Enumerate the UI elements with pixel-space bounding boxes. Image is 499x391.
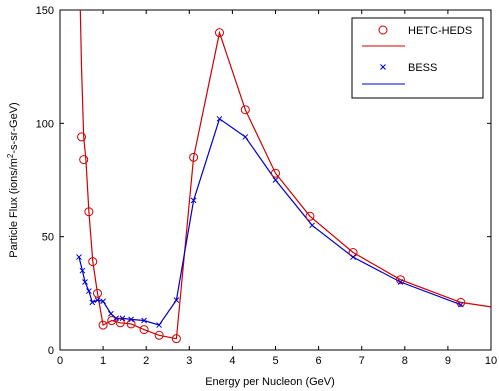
y-axis-label-part-1: Particle Flux (ions/m	[8, 158, 20, 258]
data-point-hetc-heds	[271, 168, 280, 178]
data-point-bess	[86, 288, 92, 294]
data-point-hetc-heds	[92, 288, 102, 298]
legend-label-hetc-heds: HETC-HEDS	[408, 25, 472, 37]
data-point-bess	[457, 301, 464, 308]
legend-marker-hetc-heds	[378, 25, 388, 35]
data-point-bess	[94, 297, 101, 303]
data-point-bess	[272, 177, 279, 183]
y-tick-label: 50	[42, 232, 54, 244]
legend-marker-bess	[380, 64, 386, 70]
series-markers	[76, 28, 466, 344]
data-point-bess	[89, 299, 96, 306]
data-point-hetc-heds	[88, 257, 98, 267]
data-point-hetc-heds	[84, 207, 94, 217]
data-point-bess	[216, 115, 223, 122]
data-point-hetc-heds	[139, 325, 149, 335]
data-point-hetc-heds	[115, 318, 125, 328]
data-point-hetc-heds	[107, 316, 117, 326]
data-point-bess	[242, 134, 249, 140]
data-point-bess	[156, 322, 162, 328]
legend-label-bess: BESS	[408, 62, 437, 74]
x-tick-label: 2	[143, 355, 149, 367]
data-point-hetc-heds	[305, 211, 315, 221]
data-point-hetc-heds	[171, 334, 181, 344]
data-point-hetc-heds	[189, 152, 199, 162]
data-point-hetc-heds	[395, 275, 405, 285]
x-tick-label: 8	[402, 355, 408, 367]
data-point-bess	[119, 315, 126, 322]
legend-box	[351, 17, 484, 99]
data-point-bess	[128, 316, 134, 323]
y-tick-label: 100	[36, 118, 54, 130]
x-tick-label: 9	[445, 355, 451, 367]
x-tick-label: 10	[485, 355, 497, 367]
x-tick-label: 1	[100, 355, 106, 367]
y-axis-label-superscript: 2	[6, 153, 15, 158]
y-tick-label: 0	[48, 345, 54, 357]
data-point-hetc-heds	[154, 330, 164, 340]
data-point-bess	[79, 267, 86, 274]
legend: HETC-HEDS BESS	[351, 17, 484, 99]
data-point-hetc-heds	[240, 105, 250, 115]
data-point-hetc-heds	[77, 132, 87, 142]
x-axis-label: Energy per Nucleon (GeV)	[205, 376, 335, 388]
data-point-hetc-heds	[456, 297, 466, 307]
x-tick-label: 0	[57, 355, 63, 367]
data-point-bess	[113, 315, 119, 322]
data-point-bess	[309, 222, 315, 229]
data-point-bess	[397, 279, 404, 285]
data-point-bess	[108, 310, 114, 317]
data-point-hetc-heds	[98, 320, 108, 330]
x-tick-label: 7	[359, 355, 365, 367]
data-point-bess	[100, 298, 106, 305]
data-point-bess	[76, 254, 82, 260]
data-point-bess	[82, 279, 88, 285]
data-point-bess	[190, 197, 197, 204]
x-tick-label: 4	[229, 355, 235, 367]
x-tick-label: 5	[272, 355, 278, 367]
series-line-bess	[78, 117, 462, 326]
data-point-hetc-heds	[214, 28, 224, 38]
data-point-hetc-heds	[79, 155, 89, 165]
y-axis-label: Particle Flux (ions/m2-s-sr-GeV)	[6, 102, 20, 257]
y-axis-label-part-2: -s-sr-GeV)	[8, 102, 20, 153]
x-tick-label: 6	[316, 355, 322, 367]
data-point-bess	[173, 297, 180, 303]
axis-ticks	[59, 9, 492, 351]
series-line-hetc-heds	[79, 9, 492, 340]
data-point-bess	[141, 317, 147, 324]
series-lines	[78, 9, 492, 340]
y-tick-label: 150	[36, 5, 54, 17]
data-point-bess	[350, 254, 356, 260]
x-tick-label: 3	[186, 355, 192, 367]
